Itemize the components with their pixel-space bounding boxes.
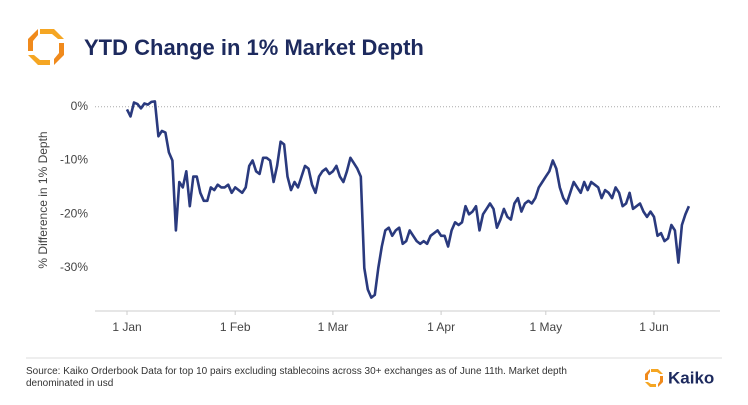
logo (28, 29, 64, 65)
y-tick-label: -20% (60, 206, 88, 220)
x-tick-label: 1 Jun (639, 320, 668, 334)
line (125, 100, 691, 299)
source-note: Source: Kaiko Orderbook Data for top 10 … (26, 366, 567, 389)
x-tick-label: 1 Mar (318, 320, 349, 334)
x-tick-label: 1 May (529, 320, 562, 334)
x-tick-label: 1 Apr (427, 320, 455, 334)
x-tick-label: 1 Jan (112, 320, 141, 334)
brand: Kaiko (668, 368, 714, 387)
y-tick-label: 0% (71, 99, 89, 113)
y-axis-label: % Difference in 1% Depth (36, 131, 50, 268)
y-tick-label: -30% (60, 260, 88, 274)
brand-logo (645, 369, 663, 387)
chart-title: YTD Change in 1% Market Depth (84, 35, 424, 60)
y-tick-label: -10% (60, 153, 88, 167)
x-tick-label: 1 Feb (220, 320, 251, 334)
